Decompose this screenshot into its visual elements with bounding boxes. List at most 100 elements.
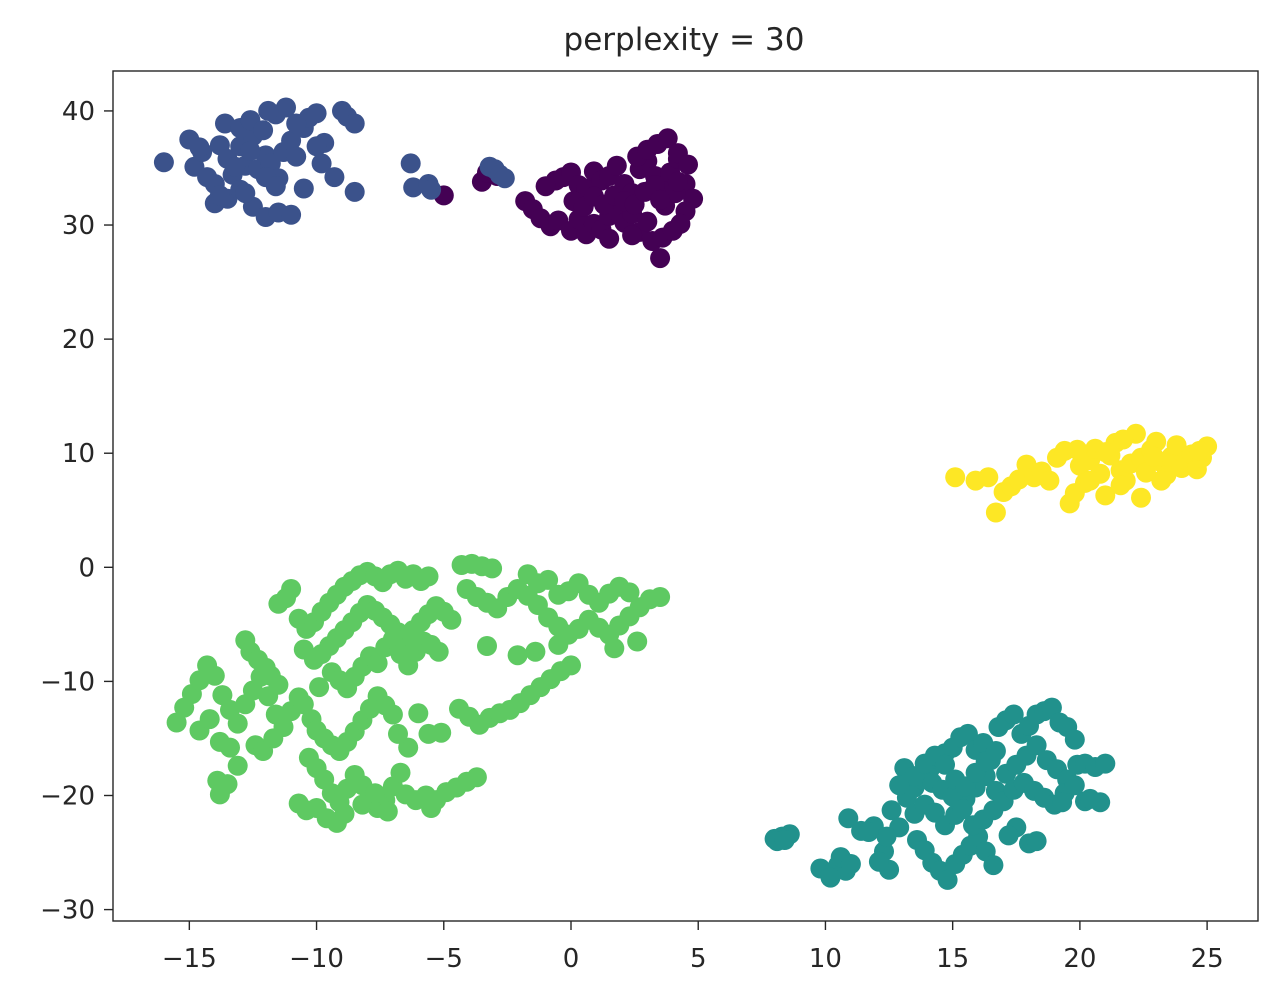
point-s2-18 <box>881 800 902 821</box>
point-s3-5 <box>204 665 225 686</box>
y-tick-label: 10 <box>62 439 95 469</box>
point-s1-38 <box>276 97 296 118</box>
y-tick-label: −10 <box>40 667 95 697</box>
point-s1-53 <box>400 153 421 174</box>
point-s1-41 <box>240 140 261 161</box>
point-s3-0 <box>166 712 187 733</box>
y-tick-label: 20 <box>62 325 95 355</box>
x-tick-label: 0 <box>563 944 580 974</box>
point-s1-44 <box>265 176 286 197</box>
point-s4-34 <box>1166 435 1187 456</box>
point-s2-66 <box>1026 735 1047 756</box>
point-s3-81 <box>367 653 388 674</box>
point-s2-93 <box>955 776 976 797</box>
point-s2-106 <box>1052 792 1073 813</box>
x-tick-label: −5 <box>425 944 463 974</box>
point-s3-135 <box>388 723 408 744</box>
point-s4-6 <box>1008 469 1029 490</box>
point-s4-47 <box>1067 439 1088 460</box>
point-s3-120 <box>334 803 355 824</box>
point-s2-11 <box>840 854 861 874</box>
point-s2-53 <box>983 855 1004 876</box>
point-s3-36 <box>281 579 302 599</box>
point-s2-74 <box>952 799 973 820</box>
point-s1-60 <box>494 168 515 189</box>
series-3 <box>166 553 671 833</box>
point-s3-121 <box>352 794 373 815</box>
series-2 <box>764 697 1116 890</box>
point-s3-155 <box>482 558 503 579</box>
x-tick-label: 10 <box>809 944 842 974</box>
point-s3-114 <box>390 762 411 783</box>
point-s3-175 <box>650 587 671 607</box>
point-s3-133 <box>421 798 442 818</box>
point-s3-83 <box>382 629 403 650</box>
point-s2-47 <box>937 869 958 890</box>
point-s3-30 <box>268 674 289 695</box>
point-s2-9 <box>820 867 841 888</box>
point-s1-50 <box>344 181 365 202</box>
point-s2-101 <box>1080 788 1101 809</box>
point-s3-54 <box>418 566 439 587</box>
point-s3-132 <box>466 767 487 788</box>
point-s3-20 <box>220 737 240 758</box>
point-s4-10 <box>1039 470 1060 491</box>
point-s4-43 <box>1131 487 1151 508</box>
x-axis: −15 −10 −5 0 5 10 15 20 25 <box>162 921 1224 974</box>
point-s4-44 <box>1110 475 1131 496</box>
point-s0-65 <box>599 228 620 249</box>
point-s3-3 <box>189 670 210 691</box>
point-s0-59 <box>650 248 671 269</box>
point-s2-34 <box>1003 704 1024 725</box>
point-s2-42 <box>1064 729 1085 750</box>
point-s4-49 <box>1143 446 1164 467</box>
point-s3-149 <box>561 655 581 676</box>
point-s1-18 <box>286 146 307 167</box>
point-s1-33 <box>215 113 235 134</box>
point-s3-187 <box>627 631 648 652</box>
point-s4-46 <box>1080 470 1101 491</box>
point-s1-30 <box>293 178 314 199</box>
point-s4-20 <box>1095 485 1116 506</box>
point-s3-192 <box>293 694 314 715</box>
series-0 <box>433 128 704 269</box>
x-tick-label: 25 <box>1191 944 1224 974</box>
point-s2-91 <box>935 754 955 775</box>
point-s3-178 <box>538 569 559 590</box>
point-s1-39 <box>286 113 307 134</box>
x-tick-label: 20 <box>1063 944 1096 974</box>
point-s1-52 <box>311 153 332 174</box>
point-s1-42 <box>225 156 246 177</box>
point-s2-17 <box>868 851 889 872</box>
y-tick-label: −30 <box>40 896 95 926</box>
point-s1-51 <box>306 136 327 157</box>
points-layer <box>153 97 1218 890</box>
point-s1-21 <box>306 103 327 124</box>
point-s4-30 <box>1146 431 1167 452</box>
x-tick-label: −15 <box>162 944 217 974</box>
point-s3-186 <box>619 582 640 603</box>
y-axis: −30 −20 −10 0 10 20 30 40 <box>40 97 113 926</box>
point-s0-66 <box>622 225 643 246</box>
point-s3-124 <box>365 783 386 804</box>
point-s3-188 <box>604 638 625 659</box>
point-s4-42 <box>1151 470 1172 491</box>
chart-title: perplexity = 30 <box>564 22 805 58</box>
point-s4-2 <box>978 467 999 488</box>
y-tick-label: −20 <box>40 781 95 811</box>
point-s2-99 <box>1095 753 1116 774</box>
x-tick-label: 15 <box>936 944 969 974</box>
point-s0-63 <box>670 213 691 234</box>
point-s0-64 <box>535 176 556 197</box>
point-s2-4 <box>774 830 795 850</box>
point-s2-105 <box>998 825 1019 846</box>
series-1 <box>153 97 515 227</box>
point-s1-32 <box>209 185 230 206</box>
point-s4-28 <box>1136 462 1156 483</box>
point-s3-33 <box>263 728 284 749</box>
point-s4-41 <box>1189 440 1210 461</box>
point-s3-21 <box>227 755 248 776</box>
point-s2-39 <box>1041 697 1062 718</box>
